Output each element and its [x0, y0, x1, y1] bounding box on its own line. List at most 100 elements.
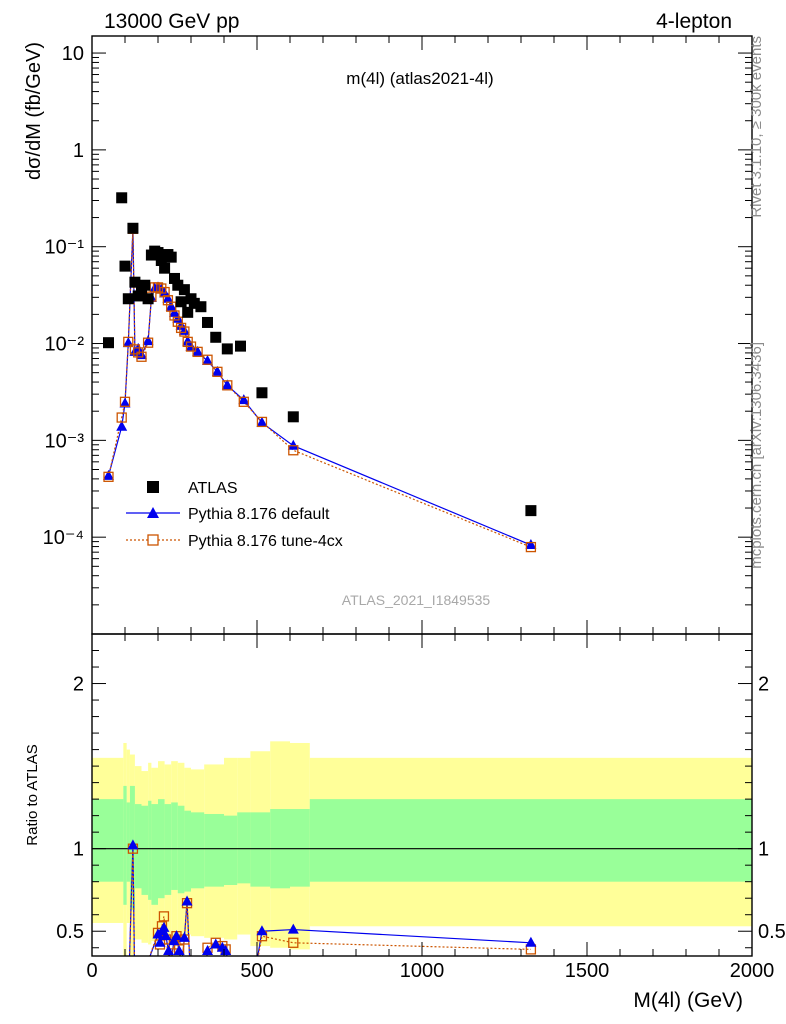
x-tick-label: 1000	[400, 960, 445, 982]
data-point-atlas	[169, 272, 180, 284]
data-point-pythia-default	[238, 394, 250, 405]
data-point-pythia-tune4cx	[238, 396, 249, 407]
ratio-plot-content	[92, 741, 752, 956]
x-tick-label: 0	[86, 960, 97, 982]
data-point-atlas	[287, 411, 299, 423]
uncertainty-band-inner	[290, 809, 310, 887]
uncertainty-band-inner	[224, 815, 238, 885]
data-point-pythia-tune4cx	[222, 380, 233, 391]
data-point-atlas	[152, 247, 164, 259]
data-point-pythia-default	[256, 416, 268, 427]
uncertainty-band-inner	[126, 802, 130, 882]
legend-marker-atlas	[147, 481, 159, 493]
data-point-pythia-tune4cx	[175, 322, 187, 334]
data-point-atlas	[139, 279, 151, 291]
data-point-pythia-tune4cx	[136, 351, 147, 362]
ratio-y-axis-label: Ratio to ATLAS	[24, 744, 41, 845]
uncertainty-band-inner	[237, 812, 251, 884]
data-point-pythia-default	[103, 469, 114, 480]
rivet-version-label: Rivet 3.1.10, ≥ 300k events	[748, 36, 765, 218]
data-point-pythia-tune4cx	[103, 471, 114, 482]
ratio-point-pythia-default	[210, 938, 222, 949]
uncertainty-band-inner	[204, 813, 224, 887]
legend-label-atlas: ATLAS	[188, 480, 238, 497]
ratio-point-pythia-tune4cx	[288, 937, 299, 948]
data-point-atlas	[132, 290, 144, 302]
data-point-pythia-tune4cx	[156, 283, 167, 294]
main-plot-content	[103, 192, 537, 553]
ratio-point-pythia-tune4cx	[158, 911, 170, 922]
uncertainty-band-inner	[309, 799, 752, 882]
uncertainty-band-inner	[123, 785, 127, 905]
ratio-y-tick-label: 2	[73, 674, 84, 696]
data-point-pythia-default	[221, 379, 233, 390]
data-point-atlas	[525, 505, 537, 517]
data-point-pythia-tune4cx	[192, 346, 203, 358]
uncertainty-band-inner	[191, 812, 205, 889]
data-point-pythia-default	[525, 539, 537, 550]
data-point-pythia-tune4cx	[202, 354, 213, 365]
uncertainty-band-inner	[171, 802, 178, 890]
data-point-pythia-tune4cx	[172, 316, 183, 327]
uncertainty-band-inner	[92, 799, 124, 882]
ratio-point-pythia-default	[287, 923, 299, 934]
data-point-atlas	[221, 343, 233, 355]
data-point-atlas	[159, 262, 171, 274]
legend: ATLAS Pythia 8.176 default Pythia 8.176 …	[126, 480, 343, 550]
ratio-y-tick-label-right: 1	[758, 839, 769, 861]
uncertainty-band-inner	[141, 805, 149, 895]
data-point-pythia-default	[119, 397, 131, 408]
header-right: 4-lepton	[656, 10, 732, 33]
ratio-point-pythia-default	[173, 945, 185, 956]
y-tick-label: 10⁻²	[45, 334, 85, 356]
data-point-pythia-tune4cx	[142, 337, 154, 348]
data-point-atlas	[155, 255, 167, 267]
data-point-pythia-tune4cx	[256, 416, 268, 428]
uncertainty-band-inner	[148, 800, 152, 900]
data-point-pythia-tune4cx	[123, 336, 134, 348]
ratio-point-pythia-default	[127, 839, 139, 850]
data-point-atlas	[195, 301, 207, 313]
data-point-atlas	[129, 276, 141, 288]
data-point-pythia-default	[287, 439, 299, 450]
x-axis-label: M(4l) (GeV)	[633, 989, 743, 1012]
data-point-atlas	[202, 316, 213, 328]
data-point-atlas	[116, 192, 128, 204]
data-point-pythia-default	[142, 335, 154, 346]
ratio-point-pythia-default	[178, 931, 190, 942]
uncertainty-band-inner	[151, 804, 158, 905]
y-tick-label: 10⁻⁴	[43, 527, 84, 549]
data-point-atlas	[119, 260, 131, 272]
y-tick-label: 1	[73, 140, 84, 162]
ratio-point-pythia-default	[154, 936, 166, 947]
data-point-pythia-tune4cx	[119, 396, 131, 407]
ratio-y-tick-label-right: 2	[758, 674, 769, 696]
ratio-point-pythia-default	[160, 930, 172, 941]
ratio-y-tick-label: 1	[73, 839, 84, 861]
data-point-atlas	[175, 296, 187, 308]
data-point-atlas	[122, 293, 134, 305]
data-point-pythia-tune4cx	[159, 286, 170, 298]
mcplots-label: mcplots.cern.ch [arXiv:1306.3436]	[748, 342, 765, 569]
data-point-pythia-default	[211, 365, 223, 376]
ratio-point-pythia-default	[170, 930, 182, 941]
data-point-atlas	[182, 306, 194, 318]
data-point-pythia-tune4cx	[169, 310, 180, 321]
data-point-atlas	[103, 337, 114, 349]
legend-label-default: Pythia 8.176 default	[188, 506, 330, 523]
data-point-atlas	[235, 340, 246, 352]
data-point-pythia-tune4cx	[525, 541, 537, 553]
data-point-atlas	[210, 331, 222, 343]
y-tick-label: 10⁻¹	[45, 237, 85, 259]
x-tick-label: 2000	[730, 960, 775, 982]
data-point-pythia-default	[162, 292, 174, 303]
legend-marker-default	[147, 507, 159, 518]
y-tick-label: 10	[62, 43, 84, 65]
data-point-pythia-default	[192, 345, 204, 356]
x-tick-label: 500	[240, 960, 273, 982]
ratio-series	[127, 839, 537, 956]
ratio-point-pythia-default	[525, 936, 537, 947]
uncertainty-band-inner	[134, 804, 142, 889]
data-point-atlas	[127, 222, 139, 234]
